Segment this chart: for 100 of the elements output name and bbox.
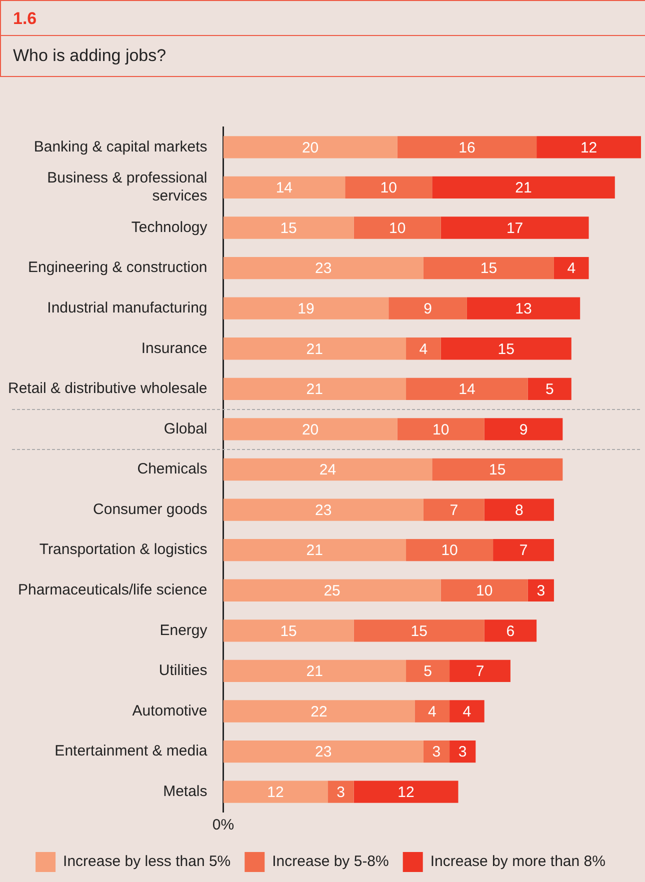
- bar: [223, 418, 398, 440]
- data-label: 8: [514, 502, 524, 519]
- data-label: 10: [380, 180, 397, 197]
- y-tick-label: Engineering & construction: [28, 259, 208, 276]
- bar: [528, 579, 554, 602]
- data-label: 13: [515, 300, 532, 318]
- bar: [440, 216, 589, 239]
- data-label: 19: [298, 300, 314, 318]
- data-label: 7: [519, 542, 528, 560]
- data-label: 21: [306, 340, 323, 358]
- legend-label: Increase by 5-8%: [272, 853, 389, 870]
- bar: [484, 620, 537, 642]
- y-tick-label: Global: [164, 420, 208, 438]
- bar: [414, 700, 450, 722]
- data-label: 10: [441, 542, 458, 560]
- data-label: 22: [310, 703, 328, 720]
- data-label: 24: [319, 462, 336, 479]
- data-label: 12: [398, 784, 414, 801]
- data-label: 20: [302, 139, 319, 156]
- bar: [354, 216, 441, 239]
- legend-label: Increase by more than 8%: [430, 853, 606, 870]
- data-label: 3: [458, 744, 467, 761]
- bar: [223, 338, 406, 360]
- bar: [354, 780, 458, 803]
- bar: [354, 620, 484, 642]
- y-tick-label: Utilities: [158, 662, 208, 680]
- bar: [223, 216, 354, 239]
- bar: [223, 297, 389, 320]
- y-tick-label: Energy: [160, 622, 208, 639]
- bar: [432, 458, 563, 481]
- bar: [450, 700, 484, 722]
- bar: [223, 136, 398, 158]
- bar: [397, 136, 537, 158]
- data-label: 7: [476, 663, 484, 680]
- y-tick-label: Automotive: [132, 702, 208, 720]
- bar: [223, 660, 406, 682]
- bar: [223, 620, 354, 642]
- data-label: 15: [489, 462, 506, 479]
- data-label: 6: [506, 622, 515, 640]
- data-label: 9: [519, 421, 528, 438]
- data-label: 25: [324, 582, 340, 600]
- data-label: 16: [458, 139, 476, 156]
- data-label: 10: [432, 421, 450, 438]
- data-label: 4: [567, 260, 576, 278]
- data-label: 21: [306, 381, 323, 398]
- bar: [432, 176, 615, 199]
- data-label: 23: [315, 260, 332, 278]
- data-label: 21: [515, 180, 532, 197]
- data-label: 4: [419, 340, 428, 358]
- bar: [528, 378, 572, 400]
- bar: [223, 256, 424, 280]
- bar: [440, 338, 572, 360]
- data-label: 20: [302, 421, 319, 438]
- bar: [536, 136, 641, 158]
- data-label: 5: [424, 663, 432, 680]
- data-label: 15: [498, 340, 514, 358]
- data-label: 15: [480, 260, 498, 278]
- y-tick-label: Metals: [163, 782, 208, 800]
- bar: [493, 539, 554, 562]
- data-label: 15: [280, 622, 297, 640]
- y-tick-label: Retail & distributive wholesale: [8, 380, 208, 398]
- y-tick-label: Banking & capital markets: [34, 138, 208, 156]
- data-label: 3: [432, 744, 441, 761]
- data-label: 7: [450, 502, 458, 519]
- data-label: 15: [280, 220, 297, 237]
- y-tick-label: Technology: [131, 218, 208, 236]
- bar: [345, 176, 432, 199]
- y-tick-label: Insurance: [141, 340, 208, 357]
- bar: [397, 418, 484, 440]
- data-label: 17: [506, 220, 524, 237]
- bar: [450, 660, 510, 682]
- data-label: 14: [458, 381, 476, 398]
- data-label: 23: [315, 744, 332, 761]
- bar: [406, 660, 450, 682]
- bar: [484, 498, 554, 521]
- data-label: 10: [476, 582, 493, 600]
- y-tick-label: Transportation & logistics: [39, 541, 208, 558]
- bar: [406, 539, 494, 562]
- bar: [406, 378, 528, 400]
- y-tick-label: Consumer goods: [93, 500, 208, 518]
- text: 0%: [212, 816, 234, 834]
- data-label: 4: [428, 703, 436, 720]
- text: 1.6: [0, 0, 645, 36]
- bar: [223, 458, 432, 481]
- bar: [423, 256, 554, 280]
- bar: [388, 297, 467, 320]
- data-label: 12: [267, 784, 284, 801]
- bar: [423, 740, 450, 763]
- data-label: 5: [545, 381, 554, 398]
- data-label: 14: [276, 180, 293, 197]
- bar: [223, 780, 328, 803]
- data-label: 9: [424, 300, 432, 318]
- data-label: 10: [388, 220, 406, 237]
- bar: [440, 579, 528, 602]
- legend-label: Increase by less than 5%: [63, 853, 231, 870]
- bar: [223, 539, 406, 562]
- bar: [328, 780, 354, 803]
- y-tick-label: Business & professional services: [47, 170, 208, 205]
- bar: [223, 498, 424, 521]
- bar: [450, 740, 476, 763]
